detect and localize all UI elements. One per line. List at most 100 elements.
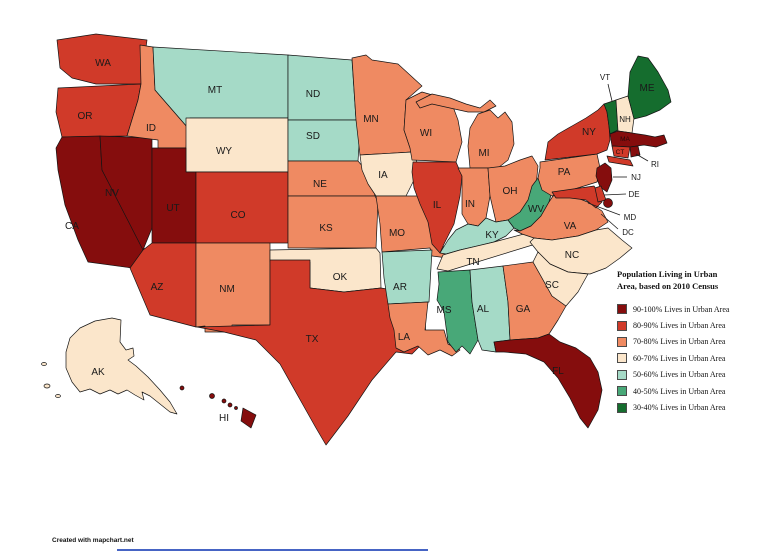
leader-line-de [603,193,627,196]
legend-row: 90-100% Lives in Urban Area [617,301,777,317]
state-new-york [544,103,611,161]
state-rhode-island [629,145,641,158]
label-nv: NV [105,188,119,199]
label-sc: SC [545,280,559,291]
state-pennsylvania [537,153,601,197]
legend-label: 40-50% Lives in Urban Area [633,386,726,396]
state-new-york-long-island [606,155,634,167]
label-nj: NJ [631,173,641,182]
label-ms: MS [437,305,452,316]
state-massachusetts [609,130,668,148]
label-vt: VT [600,73,610,82]
state-colorado [195,171,289,244]
legend-row: 30-40% Lives in Urban Area [617,399,777,415]
label-ny: NY [582,127,596,138]
legend-swatch-80-90 [617,320,627,331]
state-new-jersey [595,162,613,193]
label-az: AZ [151,282,164,293]
label-ar: AR [393,282,407,293]
state-louisiana [387,301,461,357]
label-hi: HI [219,413,229,424]
state-alaska-island [41,362,47,366]
legend-row: 40-50% Lives in Urban Area [617,383,777,399]
label-la: LA [398,332,411,343]
label-fl: FL [552,366,564,377]
legend-title: Population Living in Urban Area, based o… [617,268,777,292]
label-nd: ND [306,89,320,100]
state-hawaii-island [221,398,227,404]
label-ca: CA [65,221,79,232]
legend-label: 50-60% Lives in Urban Area [633,370,726,380]
state-north-dakota [287,54,357,121]
label-ky: KY [485,230,499,241]
label-id: ID [146,123,156,134]
label-sd: SD [306,131,320,142]
state-hawaii-island [227,402,233,408]
legend-swatch-30-40 [617,402,627,413]
state-alaska-island [55,394,61,398]
state-hawaii-big-island [240,407,257,429]
legend-row: 80-90% Lives in Urban Area [617,317,777,333]
legend-swatch-90-100 [617,304,627,315]
label-mn: MN [363,114,379,125]
state-new-hampshire [615,95,635,134]
state-alaska-island [43,383,51,389]
label-me: ME [640,83,655,94]
label-ga: GA [516,304,531,315]
label-nc: NC [565,250,579,261]
label-ct: CT [616,149,625,156]
footer-underline [117,549,428,551]
label-ks: KS [319,223,333,234]
state-vermont [603,99,619,135]
state-arkansas [381,249,433,305]
label-tn: TN [466,257,479,268]
legend-rows: 90-100% Lives in Urban Area 80-90% Lives… [617,301,777,416]
state-hawaii-island [234,406,238,410]
label-md: MD [624,213,637,222]
legend-title-line2: Area, based on 2010 Census [617,281,719,291]
label-ak: AK [91,367,105,378]
leader-line-dc [600,213,619,230]
label-ia: IA [378,170,388,181]
legend-title-line1: Population Living in Urban [617,269,718,279]
state-hawaii-island [209,393,215,399]
legend-row: 50-60% Lives in Urban Area [617,367,777,383]
state-michigan-upper [415,93,497,113]
state-washington [56,33,148,85]
label-ut: UT [166,203,179,214]
legend-row: 70-80% Lives in Urban Area [617,334,777,350]
label-or: OR [78,111,93,122]
label-al: AL [477,304,490,315]
state-hawaii-island [179,385,185,391]
label-mo: MO [389,228,405,239]
legend-label: 60-70% Lives in Urban Area [633,353,726,363]
legend: Population Living in Urban Area, based o… [617,268,777,416]
mapchart-credit: Created with mapchart.net [52,537,134,544]
state-south-carolina [532,251,589,307]
state-wyoming [185,117,289,173]
legend-row: 60-70% Lives in Urban Area [617,350,777,366]
label-ok: OK [333,272,348,283]
legend-swatch-50-60 [617,369,627,380]
label-mi: MI [478,148,489,159]
label-de: DE [628,190,639,199]
label-wi: WI [420,128,432,139]
label-co: CO [231,210,246,221]
state-indiana [457,167,491,227]
legend-label: 80-90% Lives in Urban Area [633,321,726,331]
state-alaska [65,317,178,415]
leader-line-ri [635,153,649,162]
state-maine [627,55,672,120]
label-il: IL [433,200,442,211]
state-district-of-columbia [603,198,613,208]
state-texas [196,259,427,446]
state-south-dakota [287,119,361,162]
label-mt: MT [208,85,222,96]
state-oregon [55,83,142,138]
state-kansas [287,195,379,249]
label-ne: NE [313,179,327,190]
label-wv: WV [528,204,544,215]
legend-label: 30-40% Lives in Urban Area [633,403,726,413]
